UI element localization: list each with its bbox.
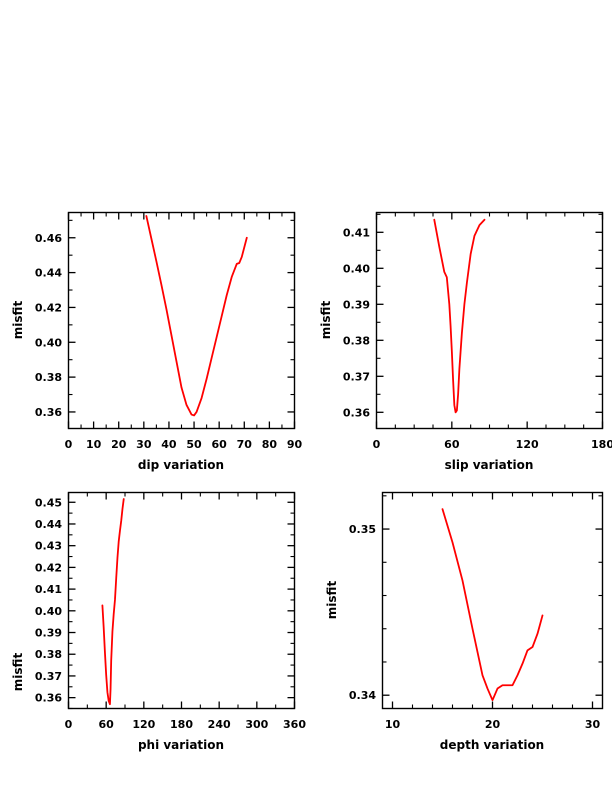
svg-text:90: 90 bbox=[287, 438, 303, 451]
svg-text:0.42: 0.42 bbox=[35, 561, 62, 574]
x-axis-title-depth: depth variation bbox=[440, 738, 544, 752]
plot-svg-depth: 10 20 30 0.34 0.35 depth variation misfit bbox=[325, 491, 604, 752]
plot-panel-depth: 10 20 30 0.34 0.35 depth variation misfit bbox=[306, 482, 612, 782]
svg-text:0: 0 bbox=[65, 438, 73, 451]
svg-text:360: 360 bbox=[283, 718, 306, 731]
svg-text:0.40: 0.40 bbox=[35, 336, 62, 349]
y-axis-title-phi: misfit bbox=[11, 653, 25, 692]
svg-text:20: 20 bbox=[485, 718, 501, 731]
svg-text:0.37: 0.37 bbox=[35, 670, 62, 683]
svg-text:0.46: 0.46 bbox=[35, 232, 62, 245]
svg-text:30: 30 bbox=[585, 718, 601, 731]
svg-text:0.34: 0.34 bbox=[349, 689, 376, 702]
svg-text:0.38: 0.38 bbox=[35, 648, 62, 661]
y-axis-title-depth: misfit bbox=[325, 581, 339, 620]
y-tick-labels-phi: 0.36 0.37 0.38 0.39 0.40 0.41 0.42 0.43 0.44 0.45 bbox=[35, 496, 62, 704]
svg-text:80: 80 bbox=[262, 438, 278, 451]
svg-text:0.38: 0.38 bbox=[35, 371, 62, 384]
svg-text:0.40: 0.40 bbox=[343, 262, 370, 275]
plot-panel-slip: 0 60 120 180 0.36 0.37 0.38 0.39 0.40 0.41 slip … bbox=[306, 196, 612, 486]
plot-svg-slip: 0 60 120 180 0.36 0.37 0.38 0.39 0.40 0.41 slip … bbox=[319, 211, 612, 472]
svg-text:0.36: 0.36 bbox=[35, 406, 62, 419]
plot-svg-dip: 0 10 20 30 40 50 60 70 80 90 0.36 0.38 0.40 0.42 0.44… bbox=[11, 211, 303, 472]
svg-text:0.43: 0.43 bbox=[35, 540, 62, 553]
plot-svg-phi: 0 60 120 180 240 300 360 0.360.370.380.390.400… bbox=[11, 491, 307, 752]
svg-text:60: 60 bbox=[99, 718, 115, 731]
misfit-curve-phi bbox=[101, 498, 125, 706]
misfit-curve-depth bbox=[441, 508, 544, 702]
x-ticks-phi bbox=[67, 492, 296, 709]
y-tick-labels-depth: 0.34 0.35 bbox=[349, 523, 376, 702]
y-tick-labels-slip: 0.36 0.37 0.38 0.39 0.40 0.41 bbox=[343, 226, 370, 419]
x-axis-title-phi: phi variation bbox=[138, 738, 224, 752]
plot-panel-dip: 0 10 20 30 40 50 60 70 80 90 0.36 0.38 0.40 0.42 0.44… bbox=[0, 196, 306, 486]
svg-text:20: 20 bbox=[111, 438, 127, 451]
svg-text:0.37: 0.37 bbox=[343, 370, 370, 383]
x-ticks-slip bbox=[375, 212, 604, 429]
svg-text:180: 180 bbox=[591, 438, 612, 451]
svg-text:10: 10 bbox=[86, 438, 102, 451]
x-tick-labels-dip: 0 10 20 30 40 50 60 70 80 90 bbox=[65, 438, 303, 451]
y-axis-title-slip: misfit bbox=[319, 301, 333, 340]
svg-text:70: 70 bbox=[237, 438, 253, 451]
svg-text:300: 300 bbox=[245, 718, 268, 731]
plot-frame-phi bbox=[67, 491, 296, 710]
svg-text:240: 240 bbox=[208, 718, 231, 731]
svg-text:0.40: 0.40 bbox=[35, 605, 62, 618]
x-ticks-dip bbox=[67, 212, 296, 429]
svg-text:0.36: 0.36 bbox=[35, 692, 62, 705]
misfit-curve-slip bbox=[433, 218, 486, 414]
svg-text:0.44: 0.44 bbox=[35, 518, 62, 531]
x-ticks-depth bbox=[391, 492, 594, 709]
plot-panel-phi: 0 60 120 180 240 300 360 0.36 0.37 0.38 0.39 0.40 0… bbox=[0, 482, 306, 782]
y-tick-labels-dip: 0.36 0.38 0.40 0.42 0.44 0.46 bbox=[35, 232, 62, 419]
plot-frame-depth bbox=[381, 491, 604, 710]
y-ticks-slip bbox=[376, 213, 603, 413]
svg-text:0.35: 0.35 bbox=[349, 523, 376, 536]
x-axis-title-slip: slip variation bbox=[445, 458, 534, 472]
x-tick-labels-phi: 0 60 120 180 240 300 360 bbox=[65, 718, 307, 731]
svg-text:0.41: 0.41 bbox=[343, 226, 370, 239]
svg-text:60: 60 bbox=[444, 438, 460, 451]
x-axis-title-dip: dip variation bbox=[138, 458, 224, 472]
misfit-curve-dip bbox=[145, 215, 248, 417]
svg-text:0.45: 0.45 bbox=[35, 496, 62, 509]
y-ticks-depth bbox=[382, 495, 603, 696]
svg-text:0.41: 0.41 bbox=[35, 583, 62, 596]
svg-text:0.38: 0.38 bbox=[343, 334, 370, 347]
x-tick-labels-depth: 10 20 30 bbox=[385, 718, 601, 731]
svg-text:0.39: 0.39 bbox=[35, 627, 62, 640]
svg-text:0.44: 0.44 bbox=[35, 267, 62, 280]
svg-text:60: 60 bbox=[212, 438, 228, 451]
svg-text:120: 120 bbox=[516, 438, 539, 451]
svg-text:0: 0 bbox=[373, 438, 381, 451]
y-axis-title-dip: misfit bbox=[11, 301, 25, 340]
svg-text:0: 0 bbox=[65, 718, 73, 731]
svg-text:180: 180 bbox=[170, 718, 193, 731]
plot-frame-dip bbox=[67, 211, 296, 430]
svg-text:40: 40 bbox=[161, 438, 177, 451]
plot-frame-slip bbox=[375, 211, 604, 430]
svg-text:0.39: 0.39 bbox=[343, 298, 370, 311]
x-tick-labels-slip: 0 60 120 180 bbox=[373, 438, 612, 451]
y-ticks-phi bbox=[68, 501, 295, 710]
svg-text:30: 30 bbox=[136, 438, 152, 451]
svg-text:10: 10 bbox=[385, 718, 401, 731]
svg-text:0.36: 0.36 bbox=[343, 406, 370, 419]
svg-text:50: 50 bbox=[186, 438, 202, 451]
y-ticks-dip bbox=[68, 219, 295, 413]
svg-text:0.42: 0.42 bbox=[35, 301, 62, 314]
svg-text:120: 120 bbox=[132, 718, 155, 731]
